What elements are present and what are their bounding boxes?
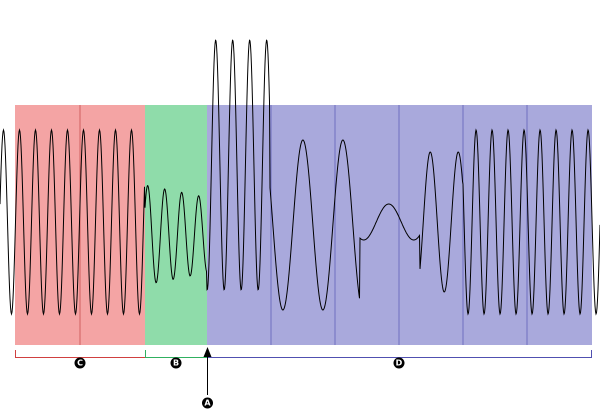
region-b <box>145 105 207 345</box>
region-dividers <box>79 105 528 345</box>
label-d: D <box>393 357 405 369</box>
label-c: C <box>74 357 86 369</box>
waveform <box>0 39 600 316</box>
arrow <box>203 347 212 395</box>
label-a-text: A <box>204 399 211 408</box>
label-c-text: C <box>77 359 83 368</box>
label-b: B <box>170 357 182 369</box>
label-a: A <box>202 397 213 409</box>
label-d-text: D <box>396 359 403 368</box>
label-b-text: B <box>173 359 179 368</box>
brackets <box>15 350 592 358</box>
